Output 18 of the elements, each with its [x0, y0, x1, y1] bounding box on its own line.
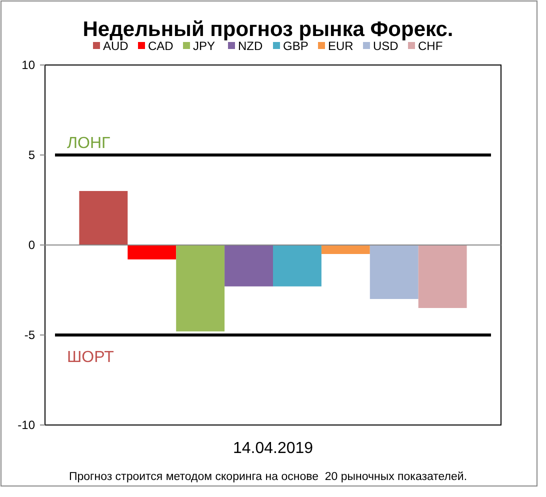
text: Прогноз строится методом скоринга на основе 20 рыночных показателей.: [68, 471, 468, 483]
legend-label: NZD: [238, 39, 263, 53]
x-tick-label: 14.04.2019: [232, 440, 314, 457]
chart-title: Недельный прогноз рынка Форекс.: [82, 18, 454, 41]
legend-label: GBP: [283, 39, 308, 53]
y-tick-label: 5: [28, 148, 36, 162]
y-tick-label: -5: [24, 328, 36, 342]
legend-label: AUD: [103, 39, 129, 53]
legend-label: CHF: [418, 39, 443, 53]
legend-label: USD: [373, 39, 399, 53]
y-tick-label: 10: [22, 58, 36, 72]
legend-label: JPY: [193, 39, 216, 53]
legend-label: EUR: [328, 39, 354, 53]
y-tick-label: 0: [28, 238, 36, 252]
legend-label: CAD: [148, 39, 174, 53]
ref-line-label: ШОРТ: [67, 349, 114, 366]
ref-line-label: ЛОНГ: [67, 135, 110, 152]
y-tick-label: -10: [18, 418, 36, 432]
